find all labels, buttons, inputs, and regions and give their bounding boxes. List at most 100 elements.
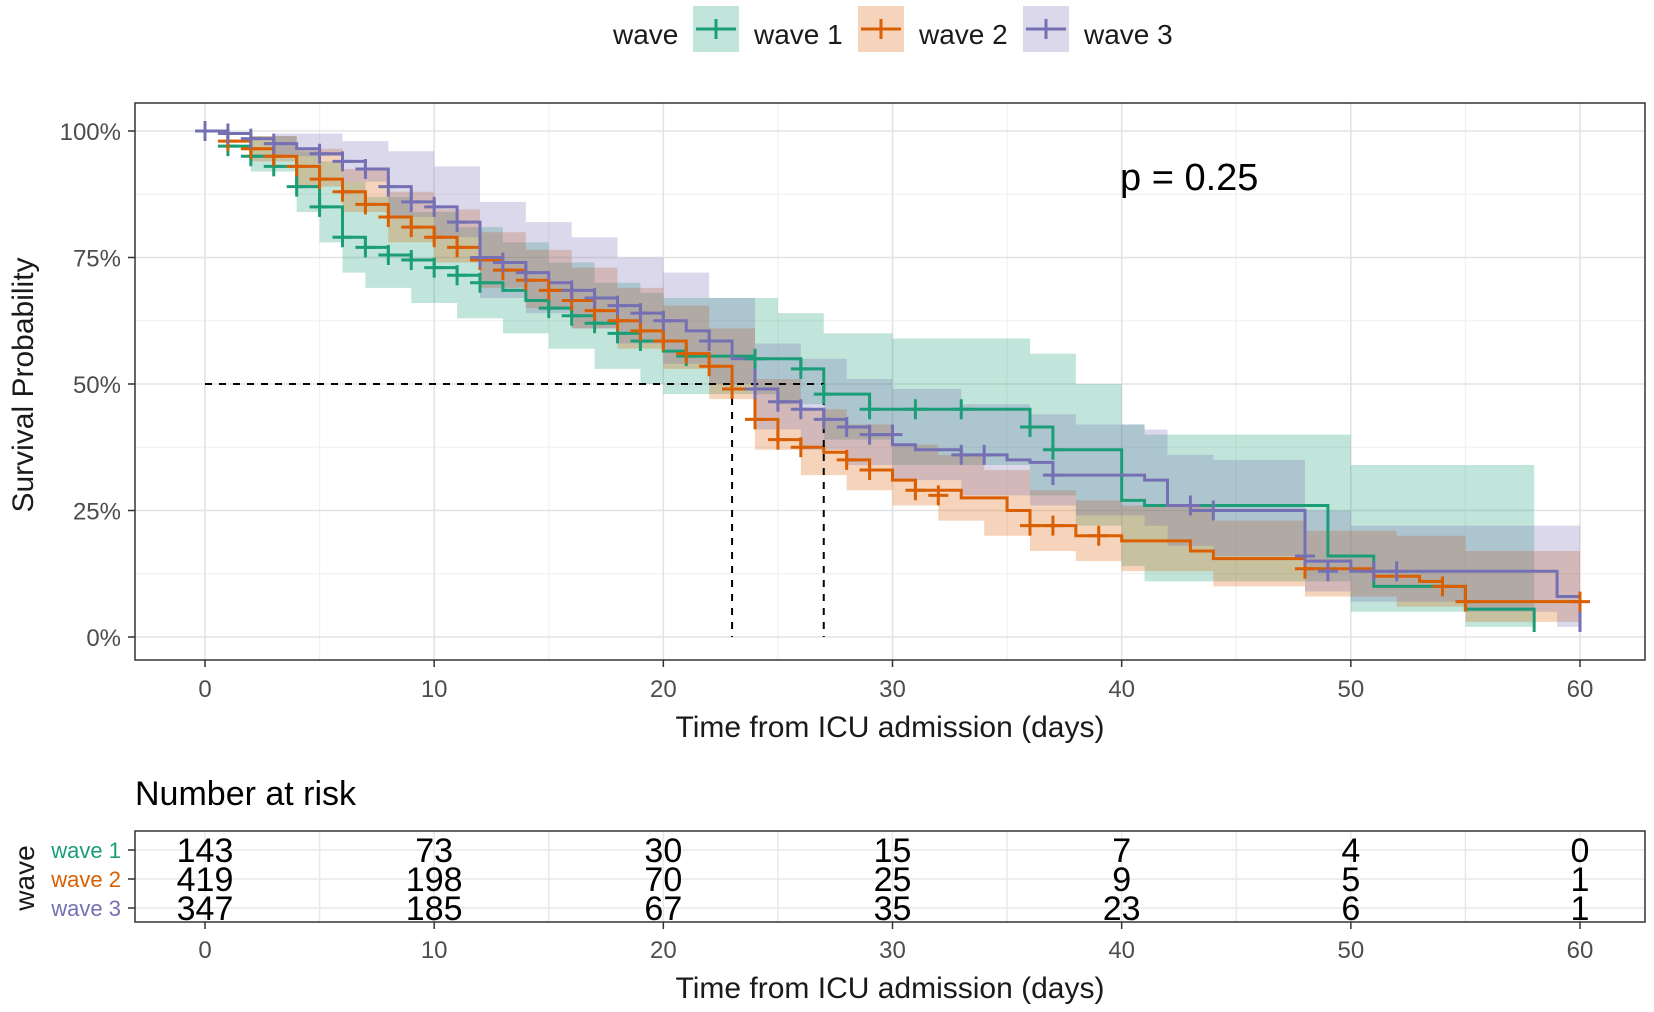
y-tick-label: 75% — [73, 246, 121, 273]
risk-x-tick-label: 60 — [1567, 937, 1594, 964]
risk-value: 25 — [874, 861, 912, 899]
risk-x-tick-label: 50 — [1337, 937, 1364, 964]
censor-mark — [653, 310, 674, 331]
y-tick-label: 100% — [60, 119, 121, 146]
risk-table-y-label: wave — [9, 845, 40, 911]
censor-mark — [1317, 561, 1338, 582]
censor-mark — [355, 194, 376, 215]
x-tick-label: 40 — [1108, 676, 1135, 703]
censor-mark — [286, 176, 307, 197]
risk-value: 4 — [1341, 832, 1360, 870]
x-tick-label: 50 — [1337, 676, 1364, 703]
censor-mark — [332, 151, 353, 172]
risk-value: 1 — [1571, 861, 1590, 899]
risk-value: 0 — [1571, 832, 1590, 870]
censor-mark — [538, 280, 559, 301]
censor-mark — [217, 123, 238, 144]
censor-mark — [424, 227, 445, 248]
censor-mark — [538, 298, 559, 319]
censor-mark — [722, 379, 743, 400]
censor-mark — [1020, 417, 1040, 438]
censor-mark — [401, 250, 422, 271]
censor-mark — [882, 424, 903, 445]
x-tick-label: 10 — [421, 676, 448, 703]
legend: wave wave 1 wave 2 wave 3 — [612, 6, 1173, 52]
censor-mark — [630, 303, 651, 324]
risk-value: 143 — [177, 832, 234, 870]
censor-mark — [767, 429, 788, 450]
censor-mark — [401, 217, 422, 238]
censor-mark — [836, 449, 857, 470]
censor-mark — [905, 399, 926, 420]
y-axis-label: Survival Probability — [7, 257, 40, 512]
censor-mark — [1203, 500, 1224, 521]
censor-mark — [790, 437, 811, 458]
x-axis: 0 10 20 30 40 50 60 — [198, 660, 1593, 703]
censor-mark — [263, 133, 284, 154]
censor-mark — [401, 191, 422, 212]
censor-mark — [378, 207, 399, 228]
censor-mark — [492, 252, 513, 273]
censor-mark — [1386, 561, 1407, 582]
censor-mark — [790, 358, 811, 379]
risk-row-label: wave 3 — [50, 896, 121, 921]
censor-mark — [630, 320, 651, 341]
censor-mark — [378, 176, 399, 197]
censor-mark — [951, 444, 972, 465]
x-tick-label: 20 — [650, 676, 677, 703]
risk-table-x-axis: 0 10 20 30 40 50 60 — [198, 922, 1593, 964]
censor-mark — [355, 237, 376, 258]
censor-mark — [1020, 515, 1040, 536]
risk-table-x-axis-label: Time from ICU admission (days) — [676, 972, 1105, 1005]
legend-title: wave — [612, 19, 678, 50]
x-tick-label: 60 — [1567, 676, 1594, 703]
risk-table-panel — [135, 831, 1645, 922]
plot-border — [134, 102, 1646, 661]
p-value-annotation: p = 0.25 — [1120, 157, 1258, 199]
censor-mark — [1180, 495, 1201, 516]
censor-mark — [745, 409, 765, 430]
censor-mark — [859, 424, 880, 445]
censor-marks — [195, 121, 1590, 612]
risk-value: 419 — [177, 861, 234, 899]
censor-mark — [905, 480, 926, 501]
risk-value: 15 — [874, 832, 912, 870]
y-tick-label: 50% — [73, 372, 121, 399]
censor-mark — [378, 244, 399, 265]
censor-mark — [561, 280, 582, 301]
censor-mark — [447, 265, 468, 286]
legend-label: wave 2 — [918, 19, 1008, 50]
censor-mark — [355, 158, 376, 179]
y-tick-label: 25% — [73, 499, 121, 526]
censor-mark — [332, 227, 353, 248]
censor-mark — [286, 156, 307, 177]
censor-mark — [974, 444, 995, 465]
censor-mark — [1295, 546, 1315, 567]
risk-x-tick-label: 20 — [650, 937, 677, 964]
censor-mark — [515, 262, 536, 283]
risk-table-row-labels: wave 1 wave 2 wave 3 — [50, 838, 135, 921]
x-tick-label: 30 — [879, 676, 906, 703]
censor-mark — [767, 391, 788, 412]
censor-mark — [309, 169, 330, 190]
risk-value: 7 — [1112, 832, 1131, 870]
risk-value: 5 — [1341, 861, 1360, 899]
ci-band-wave-2 — [205, 131, 1580, 627]
censor-mark — [240, 128, 261, 149]
censor-mark — [813, 384, 834, 405]
risk-value: 73 — [415, 832, 453, 870]
censor-mark — [424, 257, 445, 278]
grid-major — [135, 103, 1645, 660]
y-tick-label: 0% — [86, 625, 121, 652]
censor-mark — [699, 356, 720, 377]
risk-value: 347 — [177, 890, 234, 928]
risk-table-grid — [135, 831, 1645, 922]
censor-mark — [607, 295, 628, 316]
censor-mark — [447, 212, 468, 233]
censor-mark — [813, 409, 834, 430]
censor-mark — [653, 330, 674, 351]
censor-mark — [1432, 576, 1453, 597]
risk-value: 35 — [874, 890, 912, 928]
censor-mark — [470, 272, 490, 293]
